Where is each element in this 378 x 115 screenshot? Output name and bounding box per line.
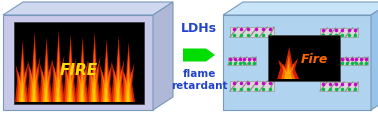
Polygon shape [77,47,87,102]
Polygon shape [87,33,101,102]
Bar [230,28,274,38]
Polygon shape [103,62,109,102]
Polygon shape [39,38,53,102]
Polygon shape [93,74,96,102]
Polygon shape [79,60,85,102]
Text: flame
retardant: flame retardant [171,69,227,90]
Polygon shape [116,76,119,102]
Bar [340,58,368,65]
Polygon shape [99,40,113,102]
Polygon shape [127,78,130,102]
Polygon shape [51,31,65,102]
Polygon shape [111,37,125,102]
Polygon shape [101,49,111,102]
Polygon shape [104,77,107,102]
Bar [320,29,358,38]
Polygon shape [15,41,29,102]
Polygon shape [223,3,378,16]
Text: Fire: Fire [301,53,328,66]
Polygon shape [67,58,73,102]
Polygon shape [81,76,84,102]
Bar [268,36,340,81]
Polygon shape [115,60,121,102]
Polygon shape [3,3,173,16]
Polygon shape [284,63,292,79]
Bar [320,82,358,91]
Polygon shape [63,35,77,102]
Polygon shape [68,75,71,102]
Polygon shape [3,16,153,110]
Polygon shape [75,38,89,102]
Polygon shape [43,60,49,102]
Text: FIRE: FIRE [60,63,98,77]
Polygon shape [91,57,97,102]
Bar [14,23,144,104]
Polygon shape [19,62,25,102]
Polygon shape [55,56,61,102]
Polygon shape [371,3,378,110]
Bar [228,58,256,65]
Polygon shape [125,63,131,102]
FancyArrow shape [183,49,215,62]
Polygon shape [53,41,63,102]
Polygon shape [277,48,299,79]
Polygon shape [113,46,123,102]
Polygon shape [123,52,133,102]
Polygon shape [29,43,39,102]
Polygon shape [281,56,295,79]
Polygon shape [65,45,75,102]
Polygon shape [89,43,99,102]
Polygon shape [31,57,37,102]
Polygon shape [56,74,59,102]
Polygon shape [33,74,36,102]
Polygon shape [153,3,173,110]
Polygon shape [41,47,51,102]
Polygon shape [45,76,48,102]
Polygon shape [20,78,23,102]
Polygon shape [121,43,135,102]
Bar [230,81,274,91]
Polygon shape [17,50,27,102]
Text: LDHs: LDHs [181,21,217,34]
Polygon shape [223,16,371,110]
Polygon shape [27,33,41,102]
